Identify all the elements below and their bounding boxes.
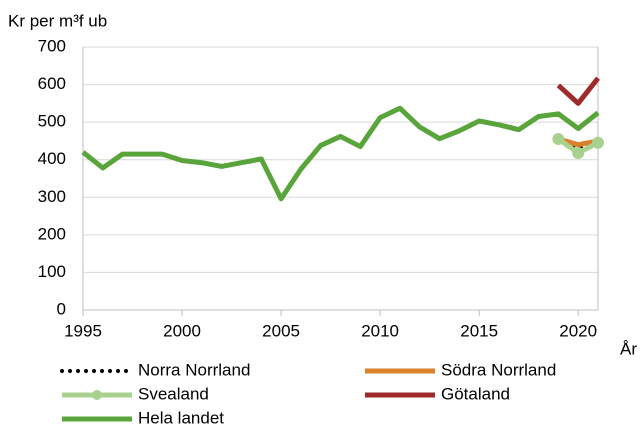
legend-label: Hela landet: [138, 408, 224, 427]
legend-marker: [92, 390, 102, 400]
y-tick-label: 300: [38, 187, 66, 206]
y-tick-label: 100: [38, 262, 66, 281]
legend-label: Svealand: [138, 384, 209, 403]
series-marker: [592, 136, 604, 149]
legend-label: Götaland: [441, 384, 510, 403]
x-tick-label: 2015: [460, 321, 498, 340]
series-line: [81, 105, 600, 202]
series-marker: [552, 133, 565, 146]
y-tick-label: 500: [38, 112, 66, 131]
x-tick-label: 2000: [163, 321, 201, 340]
y-tick-label: 400: [38, 149, 66, 168]
x-tick-label: 1995: [64, 321, 102, 340]
series-line: [556, 76, 600, 106]
y-tick-label: 600: [38, 74, 66, 93]
x-tick-label: 2020: [559, 321, 597, 340]
y-tick-label: 0: [57, 299, 66, 318]
x-tick-label: 2010: [361, 321, 399, 340]
series-marker: [572, 146, 585, 159]
legend-label: Södra Norrland: [441, 360, 556, 379]
y-tick-label: 700: [38, 36, 66, 55]
legend-label: Norra Norrland: [138, 360, 250, 379]
y-tick-label: 200: [38, 224, 66, 243]
x-tick-label: 2005: [262, 321, 300, 340]
y-axis-label: Kr per m³f ub: [8, 11, 107, 30]
x-axis-label: År: [620, 339, 637, 358]
